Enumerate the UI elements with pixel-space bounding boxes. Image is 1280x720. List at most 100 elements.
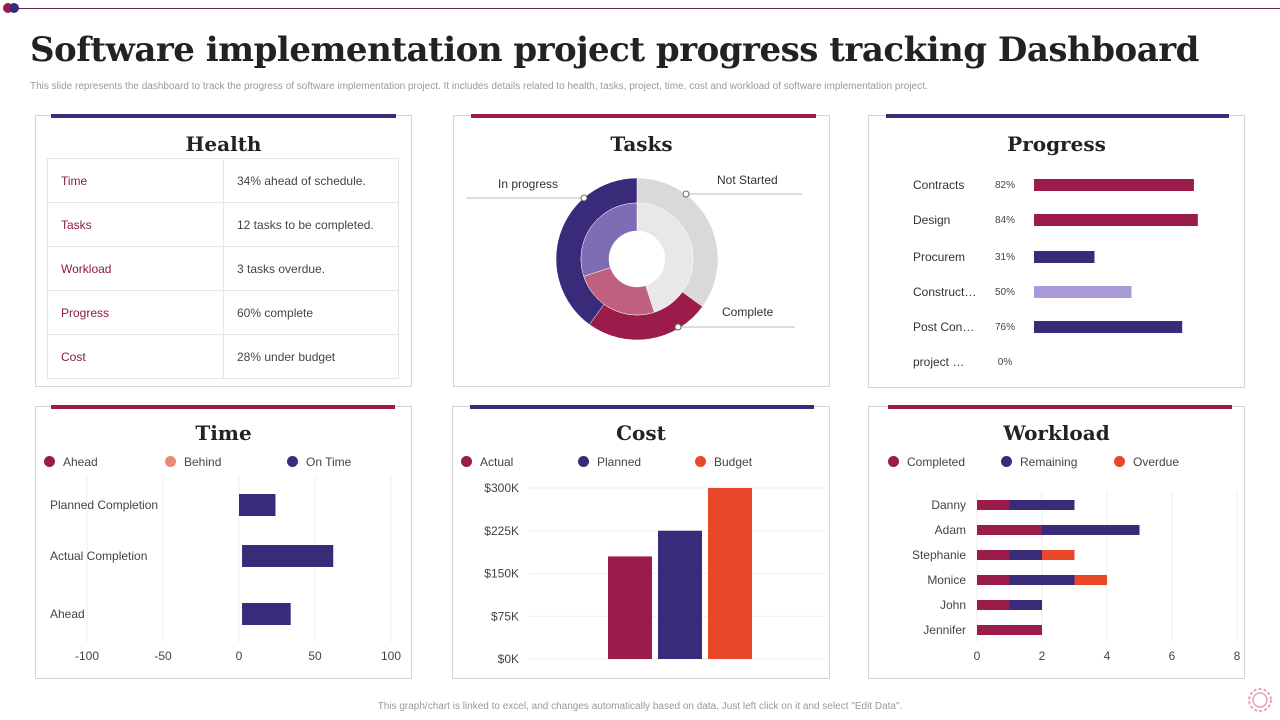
workload-category-label: Stephanie xyxy=(912,548,966,562)
cost-bar xyxy=(608,556,652,659)
cost-tick-label: $150K xyxy=(484,567,519,581)
legend-on-time: On Time xyxy=(287,455,351,469)
time-tick-label: 0 xyxy=(236,649,243,663)
progress-category-label: Contracts xyxy=(913,178,964,192)
cost-tick-label: $0K xyxy=(498,652,519,666)
tasks-donut-chart xyxy=(466,177,802,341)
workload-bar-segment xyxy=(1042,525,1140,535)
progress-value-label: 50% xyxy=(995,287,1015,298)
legend-label: Actual xyxy=(480,455,514,469)
in-progress-marker xyxy=(580,194,588,202)
time-panel: Time Ahead Behind On Time -100 -50 0 50 100 P… xyxy=(35,405,412,679)
progress-bar xyxy=(1034,321,1183,333)
panel-accent-bar xyxy=(888,405,1232,409)
workload-bar-segment xyxy=(977,625,1042,635)
page-subtitle: This slide represents the dashboard to t… xyxy=(30,81,928,92)
health-value: 3 tasks overdue. xyxy=(223,246,399,291)
panel-accent-bar xyxy=(51,405,395,409)
donut-slice-not-started xyxy=(636,202,694,313)
table-row: Tasks 12 tasks to be completed. xyxy=(47,202,399,247)
top-rule xyxy=(14,8,1280,9)
logo-dot-maroon xyxy=(3,3,13,13)
donut-slice-complete xyxy=(583,267,655,316)
progress-value-label: 76% xyxy=(995,322,1015,333)
legend-swatch xyxy=(44,456,55,467)
legend-label: Budget xyxy=(714,455,753,469)
workload-bar-segment xyxy=(1042,550,1075,560)
progress-category-label: Design xyxy=(913,213,950,227)
workload-bar-segment xyxy=(1009,575,1075,585)
workload-bar-segment xyxy=(1009,550,1042,560)
legend-label: Remaining xyxy=(1020,455,1078,469)
health-label: Time xyxy=(47,158,224,203)
logo-dots xyxy=(3,3,23,15)
workload-bar-chart: 0 2 4 6 8 Danny Adam Stephanie Monice John Jennife… xyxy=(912,492,1241,663)
health-value: 12 tasks to be completed. xyxy=(223,202,399,247)
workload-tick-label: 2 xyxy=(1039,649,1046,663)
time-bar xyxy=(242,603,291,625)
legend-swatch xyxy=(695,456,706,467)
legend-remaining: Remaining xyxy=(1001,455,1077,469)
panel-accent-bar xyxy=(51,114,396,118)
workload-tick-label: 8 xyxy=(1234,649,1241,663)
legend-ahead: Ahead xyxy=(44,455,98,469)
cost-bar xyxy=(658,530,702,659)
time-category-label: Ahead xyxy=(50,607,85,621)
progress-bar xyxy=(1034,179,1194,191)
time-tick-label: 50 xyxy=(308,649,322,663)
legend-label: Ahead xyxy=(63,455,98,469)
progress-category-label: project … xyxy=(913,355,964,369)
panel-accent-bar xyxy=(471,114,816,118)
progress-value-label: 31% xyxy=(995,252,1015,263)
not-started-marker xyxy=(682,190,690,198)
progress-bar xyxy=(1034,251,1095,263)
health-title: Health xyxy=(185,132,262,156)
health-label: Progress xyxy=(47,290,224,335)
time-tick-label: 100 xyxy=(381,649,401,663)
in-progress-label: In progress xyxy=(498,177,559,191)
progress-category-label: Post Con… xyxy=(913,320,974,334)
progress-bar-chart: Contracts 82% Design 84% Procurem 31% Construc… xyxy=(913,178,1198,369)
workload-tick-label: 4 xyxy=(1104,649,1111,663)
legend-behind: Behind xyxy=(165,455,221,469)
progress-title: Progress xyxy=(1007,132,1106,156)
workload-bar-segment xyxy=(1009,600,1042,610)
health-panel: Health Time 34% ahead of schedule. Tasks 1… xyxy=(35,114,412,387)
workload-bar-segment xyxy=(977,600,1010,610)
complete-marker xyxy=(674,323,682,331)
time-title: Time xyxy=(195,421,252,445)
table-row: Time 34% ahead of schedule. xyxy=(47,158,399,203)
time-category-label: Planned Completion xyxy=(50,498,158,512)
workload-bar-segment xyxy=(977,550,1010,560)
time-bar-chart: -100 -50 0 50 100 Planned Completion Actual Co… xyxy=(50,477,401,663)
cost-tick-label: $300K xyxy=(484,481,519,495)
complete-label: Complete xyxy=(722,305,774,319)
table-row: Workload 3 tasks overdue. xyxy=(47,246,399,291)
workload-bar-segment xyxy=(1009,500,1075,510)
legend-planned: Planned xyxy=(578,455,641,469)
workload-bar-segment xyxy=(977,575,1010,585)
cost-tick-label: $225K xyxy=(484,524,519,538)
workload-category-label: Jennifer xyxy=(923,623,966,637)
health-value: 28% under budget xyxy=(223,334,399,379)
workload-title: Workload xyxy=(1003,421,1110,445)
legend-swatch xyxy=(578,456,589,467)
workload-bar-segment xyxy=(977,525,1042,535)
not-started-label: Not Started xyxy=(717,173,778,187)
cost-bar-chart: $0K $75K $150K $225K $300K xyxy=(484,481,825,666)
progress-value-label: 84% xyxy=(995,215,1015,226)
legend-swatch xyxy=(1001,456,1012,467)
legend-overdue: Overdue xyxy=(1114,455,1179,469)
workload-tick-label: 6 xyxy=(1169,649,1176,663)
legend-label: Completed xyxy=(907,455,966,469)
progress-value-label: 82% xyxy=(995,180,1015,191)
legend-label: Overdue xyxy=(1133,455,1180,469)
gear-icon xyxy=(1248,688,1272,712)
time-tick-label: -50 xyxy=(154,649,172,663)
health-table: Time 34% ahead of schedule. Tasks 12 tasks… xyxy=(47,158,399,379)
legend-actual: Actual xyxy=(461,455,513,469)
progress-panel: Progress Contracts 82% Design 84% Procurem 31… xyxy=(868,114,1245,388)
cost-panel: Cost Actual Planned Budget $0K $75K $150K $… xyxy=(452,405,830,679)
time-bar xyxy=(242,545,334,567)
cost-bar xyxy=(708,488,752,659)
